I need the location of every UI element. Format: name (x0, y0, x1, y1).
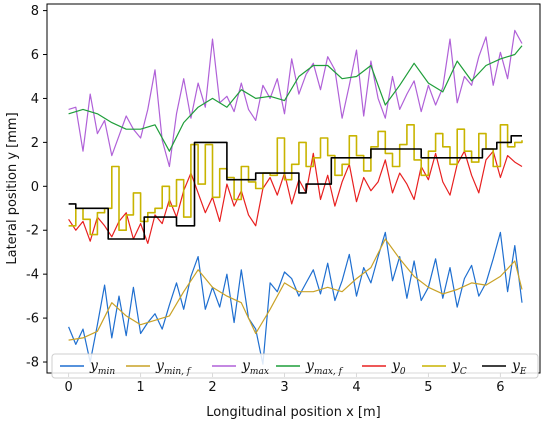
legend-item: yC (422, 358, 467, 377)
series-line-6 (68, 124, 523, 236)
legend-item: ymin (60, 358, 115, 377)
series-line-7 (68, 135, 522, 240)
legend-label: yC (451, 358, 467, 377)
legend-label: ymin, f (155, 358, 192, 377)
legend-label: ymin (89, 358, 115, 377)
y-tick-label: -2 (26, 224, 39, 239)
x-tick-label: 1 (136, 380, 144, 395)
series-line-1 (68, 231, 523, 365)
series-line-2 (68, 238, 523, 341)
series-line-4 (68, 45, 523, 152)
y-tick-label: -6 (26, 312, 39, 327)
x-tick-label: 4 (352, 380, 360, 395)
y-tick-label: 2 (31, 136, 39, 151)
x-tick-label: 5 (424, 380, 432, 395)
x-tick-label: 3 (280, 380, 288, 395)
x-axis-label: Longitudinal position x [m] (206, 405, 380, 420)
y-tick-label: 4 (31, 92, 39, 107)
x-tick-label: 6 (496, 380, 504, 395)
y-axis-ticks: -8 -6 -4 -2 0 2 4 6 8 (26, 4, 47, 371)
legend-label: ymax (241, 358, 269, 377)
legend-item: ymax (212, 358, 269, 377)
legend-label: y0 (391, 358, 406, 377)
legend-label: yE (511, 358, 527, 377)
y-tick-label: -4 (26, 268, 39, 283)
legend-item: yE (482, 358, 527, 377)
legend: ymin ymin, f ymax ymax, f y0 yC yE (51, 353, 539, 379)
y-tick-label: 8 (31, 4, 39, 19)
legend-label: ymax, f (305, 358, 344, 377)
series-line-3 (68, 29, 523, 168)
x-tick-label: 0 (64, 380, 72, 395)
y-tick-label: 0 (31, 180, 39, 195)
legend-item: y0 (362, 358, 406, 377)
series-group (68, 29, 523, 365)
y-tick-label: 6 (31, 48, 39, 63)
legend-item: ymin, f (126, 358, 192, 377)
y-tick-label: -8 (26, 356, 39, 371)
x-tick-label: 2 (208, 380, 216, 395)
legend-item: ymax, f (276, 358, 344, 377)
y-axis-label: Lateral position y [mm] (5, 112, 20, 264)
plot-area (46, 3, 541, 374)
plot-frame (46, 3, 541, 374)
